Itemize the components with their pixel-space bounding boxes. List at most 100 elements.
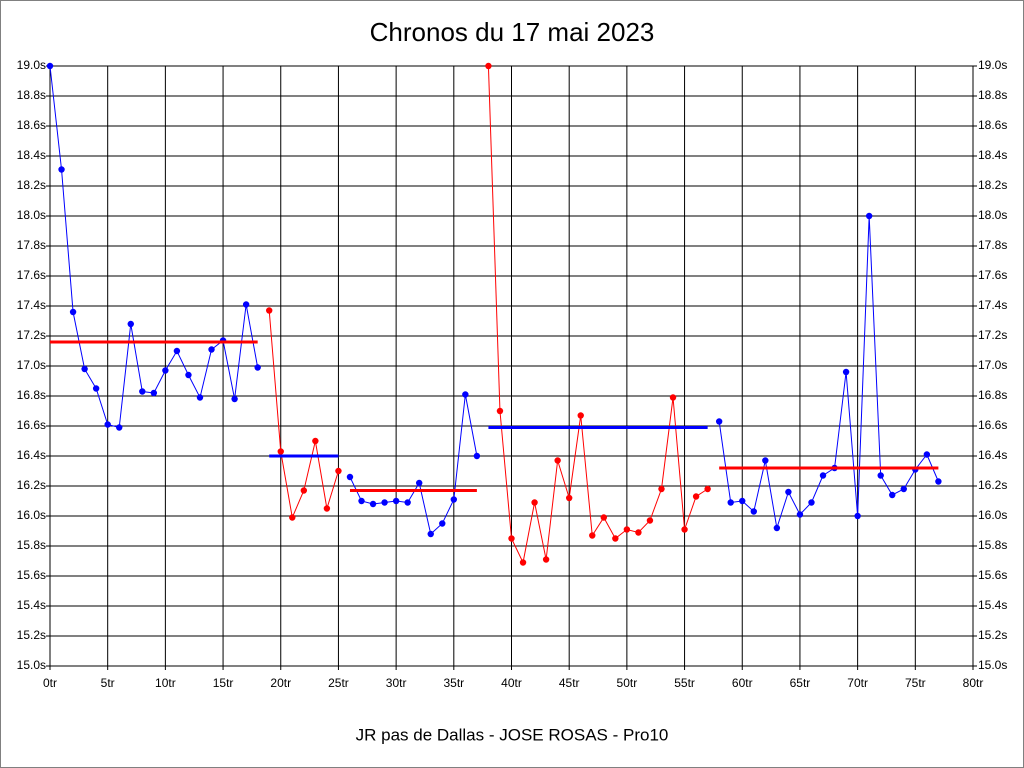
y2-tick-label: 17.4s [978, 298, 1007, 312]
y2-tick-label: 15.6s [978, 568, 1007, 582]
y2-tick-label: 16.8s [978, 388, 1007, 402]
data-point [254, 364, 261, 371]
data-point [681, 526, 688, 533]
data-point [427, 530, 434, 538]
data-point [439, 520, 446, 527]
data-point [185, 371, 192, 379]
x-tick-label: 35tr [443, 676, 464, 690]
x-tick-label: 25tr [328, 676, 349, 690]
y-tick-label: 18.4s [17, 148, 46, 162]
data-point [877, 472, 884, 479]
data-point [81, 365, 88, 373]
data-point [623, 526, 631, 533]
data-point [600, 514, 607, 521]
data-point [808, 499, 815, 506]
y-tick-label: 17.8s [17, 238, 46, 252]
y2-tick-label: 17.6s [978, 268, 1007, 282]
y-tick-label: 18.0s [17, 208, 46, 222]
data-point [542, 556, 550, 563]
data-point [704, 485, 711, 493]
y2-tick-label: 17.2s [978, 328, 1007, 342]
data-point [531, 499, 538, 506]
data-point [785, 488, 792, 496]
x-tick-label: 55tr [674, 676, 695, 690]
data-point [773, 524, 781, 532]
data-point [208, 346, 215, 353]
x-tick-label: 30tr [386, 676, 407, 690]
data-point [739, 497, 746, 505]
y2-tick-label: 16.6s [978, 418, 1007, 432]
data-point [612, 535, 619, 542]
data-point [277, 448, 284, 455]
data-point [116, 424, 123, 431]
data-point [865, 212, 873, 220]
data-point [669, 394, 677, 401]
y-tick-label: 15.6s [17, 568, 46, 582]
y2-tick-label: 18.4s [978, 148, 1007, 162]
data-point [923, 451, 931, 458]
x-tick-label: 10tr [155, 676, 176, 690]
y-tick-label: 18.8s [17, 88, 46, 102]
data-point [462, 391, 469, 398]
data-point [266, 307, 273, 314]
data-point [289, 514, 296, 521]
data-point [762, 457, 769, 464]
data-point [727, 499, 734, 506]
data-point [173, 347, 181, 355]
data-point [92, 385, 100, 392]
y-tick-label: 16.8s [17, 388, 46, 402]
data-point [312, 437, 319, 445]
data-point [139, 388, 146, 395]
y-tick-label: 19.0s [17, 58, 46, 72]
y2-tick-label: 19.0s [978, 58, 1007, 72]
y-tick-label: 15.8s [17, 538, 46, 552]
data-point [231, 395, 238, 403]
data-point [577, 412, 584, 419]
data-point [819, 472, 827, 479]
data-point [358, 497, 365, 505]
data-point [104, 421, 111, 428]
data-point [658, 485, 665, 493]
x-tick-label: 0tr [43, 676, 57, 690]
data-point [323, 505, 331, 512]
y2-tick-label: 18.8s [978, 88, 1007, 102]
y2-tick-label: 18.0s [978, 208, 1007, 222]
y-tick-label: 15.0s [17, 658, 46, 672]
data-point [692, 493, 700, 500]
y2-tick-label: 18.6s [978, 118, 1007, 132]
data-point [646, 517, 654, 524]
y-tick-label: 16.4s [17, 448, 46, 462]
y-tick-label: 17.4s [17, 298, 46, 312]
y2-tick-label: 18.2s [978, 178, 1007, 192]
data-point [935, 478, 942, 485]
x-tick-label: 15tr [213, 676, 234, 690]
data-point [589, 532, 596, 539]
y2-tick-label: 16.2s [978, 478, 1007, 492]
data-point [508, 535, 515, 542]
data-point [842, 368, 850, 376]
data-point [404, 499, 411, 506]
x-tick-label: 75tr [905, 676, 926, 690]
y2-tick-label: 15.2s [978, 628, 1007, 642]
data-point [715, 418, 723, 425]
data-point [796, 511, 804, 518]
y2-tick-label: 16.4s [978, 448, 1007, 462]
x-tick-label: 80tr [963, 676, 984, 690]
data-point [889, 491, 896, 499]
data-point [127, 320, 134, 328]
y2-tick-label: 17.8s [978, 238, 1007, 252]
data-point [854, 512, 861, 520]
x-axis-title: JR pas de Dallas - JOSE ROSAS - Pro10 [356, 725, 669, 744]
data-point [554, 457, 561, 464]
y-tick-label: 18.2s [17, 178, 46, 192]
x-tick-label: 5tr [101, 676, 115, 690]
x-tick-label: 65tr [790, 676, 811, 690]
x-tick-label: 45tr [559, 676, 580, 690]
data-point [58, 166, 65, 173]
data-point [46, 62, 54, 70]
y2-tick-label: 15.4s [978, 598, 1007, 612]
data-point [242, 301, 250, 308]
y2-tick-label: 16.0s [978, 508, 1007, 522]
data-point [300, 487, 308, 494]
